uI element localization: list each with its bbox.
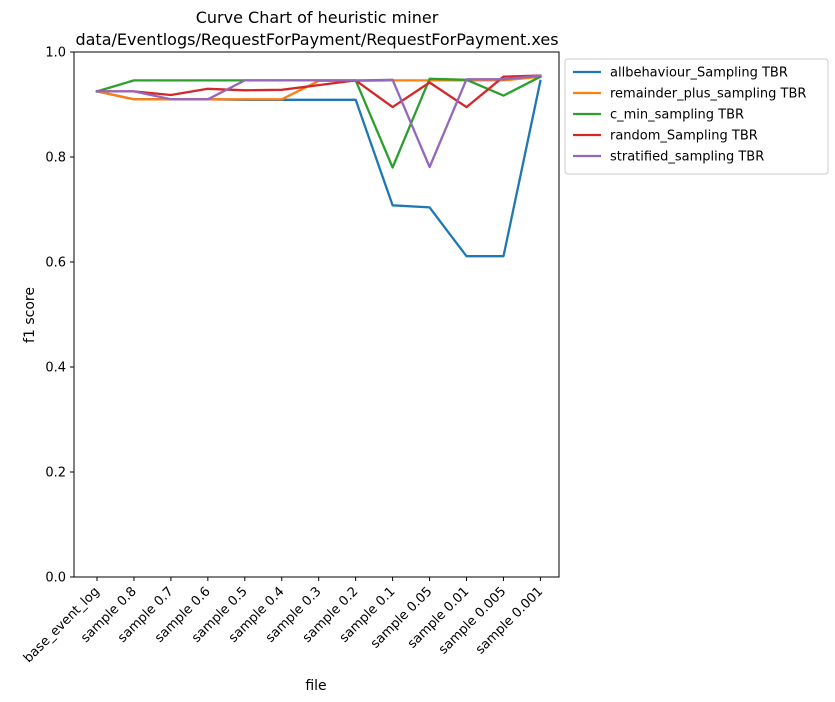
legend-box xyxy=(564,58,829,175)
x-axis-label: file xyxy=(305,678,326,694)
plot-frame xyxy=(73,51,560,578)
y-tick-label: 0.4 xyxy=(45,361,66,376)
legend-label: remainder_plus_sampling TBR xyxy=(610,87,806,102)
legend-label: stratified_sampling TBR xyxy=(610,150,764,165)
legend: allbehaviour_Sampling TBR remainder_plus_… xyxy=(564,58,829,175)
chart-title-line2: data/Eventlogs/RequestForPayment/Request… xyxy=(75,30,558,49)
series-line-2 xyxy=(95,75,542,169)
legend-label: random_Sampling TBR xyxy=(610,129,758,144)
series-line-3 xyxy=(95,74,542,109)
y-tick-label: 0.0 xyxy=(45,571,66,586)
legend-label: allbehaviour_Sampling TBR xyxy=(610,66,788,81)
y-axis-label: f1 score xyxy=(22,287,38,343)
x-tick-label: sample 0.001 xyxy=(473,584,546,657)
y-tick-label: 0.2 xyxy=(45,466,66,481)
y-tick-label: 1.0 xyxy=(45,46,66,61)
series-line-0 xyxy=(95,79,542,258)
chart-title-line1: Curve Chart of heuristic miner xyxy=(196,8,439,27)
legend-label: c_min_sampling TBR xyxy=(610,108,744,123)
y-tick-label: 0.6 xyxy=(45,256,66,271)
series-line-4 xyxy=(95,74,542,169)
y-tick-label: 0.8 xyxy=(45,151,66,166)
